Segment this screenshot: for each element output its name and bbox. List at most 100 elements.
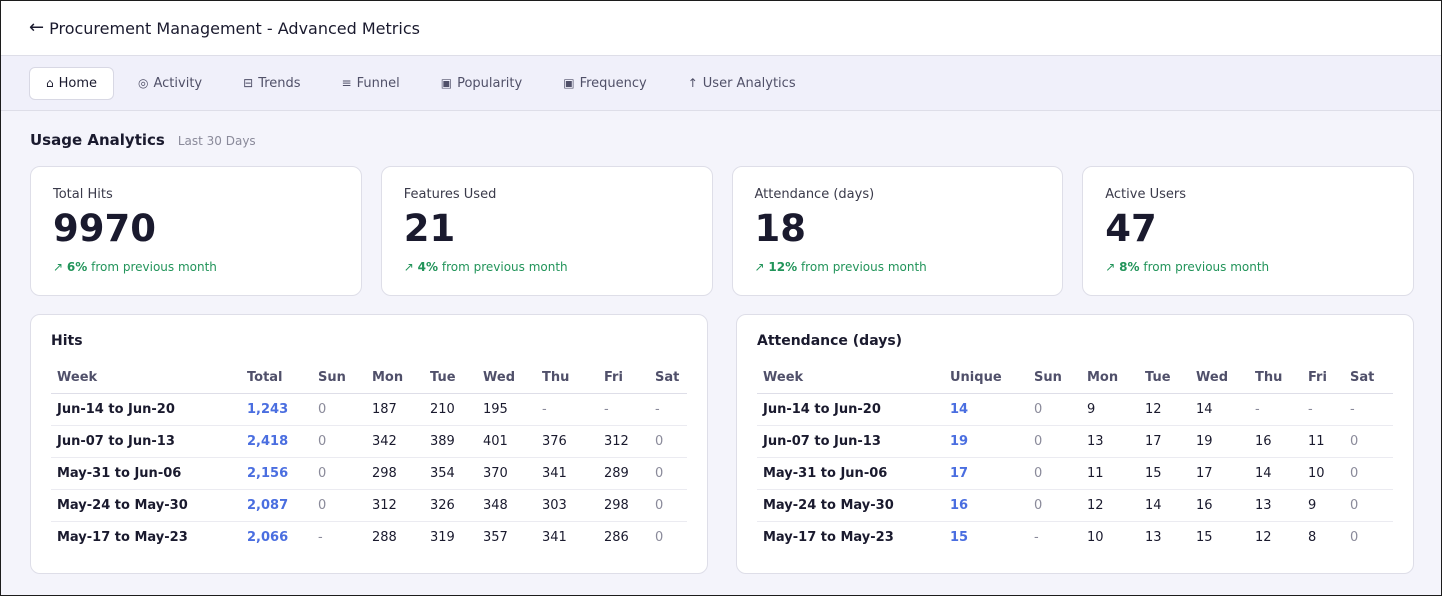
section-title: Usage Analytics: [30, 131, 165, 149]
day-cell: -: [318, 529, 323, 545]
section-header: Usage Analytics Last 30 Days: [30, 131, 256, 149]
week-cell: May-24 to May-30: [757, 489, 944, 522]
day-cell: 12: [1255, 529, 1272, 545]
kpi-change-suffix: from previous month: [800, 260, 927, 274]
attendance-table: Week Unique Sun Mon Tue Wed Thu Fri Sat Jun-14 t…: [757, 362, 1393, 553]
day-cell: 341: [542, 529, 567, 545]
column-header: Sun: [312, 362, 366, 394]
day-cell: 0: [1028, 489, 1081, 522]
day-cell: 10: [1087, 529, 1104, 545]
day-cell: 0: [1028, 457, 1081, 490]
day-cell: 0: [1028, 425, 1081, 458]
tab-user-analytics[interactable]: ↑ User Analytics: [671, 67, 813, 100]
back-arrow-icon[interactable]: ←: [29, 17, 45, 38]
trends-icon: ⊟: [243, 76, 254, 90]
column-header: Sun: [1028, 362, 1081, 394]
trend-up-icon: ↗: [53, 260, 64, 274]
day-cell: 389: [424, 425, 477, 458]
day-cell: 303: [536, 489, 598, 522]
day-cell: -: [1034, 529, 1039, 545]
day-cell: 0: [312, 393, 366, 426]
day-cell: 342: [366, 425, 424, 458]
day-cell: 298: [366, 457, 424, 490]
table-row: May-17 to May-23 15 - 10 13 15 12 8 0: [757, 521, 1393, 553]
day-cell: 0: [1344, 489, 1393, 522]
table-header-row: Week Total Sun Mon Tue Wed Thu Fri Sat: [51, 362, 687, 394]
column-header: Total: [241, 362, 312, 394]
kpi-change-suffix: from previous month: [91, 260, 217, 274]
column-header: Sat: [1344, 362, 1393, 394]
day-cell: 10: [1302, 457, 1344, 490]
day-cell: 17: [1139, 425, 1190, 458]
total-cell: 15: [950, 529, 969, 545]
tab-label: Activity: [153, 75, 203, 91]
day-cell: 326: [424, 489, 477, 522]
table-row: May-24 to May-30 2,087 0 312 326 348 303 298 0: [51, 489, 687, 522]
table-row: May-31 to Jun-06 2,156 0 298 354 370 341 289 0: [51, 457, 687, 490]
tab-trends[interactable]: ⊟ Trends: [226, 67, 317, 100]
column-header: Fri: [598, 362, 649, 394]
tab-popularity[interactable]: ▣ Popularity: [424, 67, 540, 100]
week-cell: Jun-14 to Jun-20: [757, 393, 944, 426]
tab-activity[interactable]: ◎ Activity: [121, 67, 219, 100]
day-cell: 210: [424, 393, 477, 426]
kpi-change-suffix: from previous month: [441, 260, 568, 274]
day-cell: 13: [1145, 529, 1162, 545]
day-cell: 312: [366, 489, 424, 522]
column-header: Tue: [424, 362, 477, 394]
day-cell: 11: [1081, 457, 1139, 490]
day-cell: 12: [1139, 393, 1190, 426]
column-header: Thu: [536, 362, 598, 394]
tab-label: Popularity: [457, 75, 523, 91]
day-cell: -: [1344, 393, 1393, 426]
day-cell: 312: [598, 425, 649, 458]
page-title: Procurement Management - Advanced Metric…: [49, 18, 420, 38]
funnel-icon: ≡: [341, 76, 352, 90]
kpi-change: ↗ 12% from previous month: [755, 260, 1041, 274]
day-cell: 0: [1344, 425, 1393, 458]
kpi-card-attendance: Attendance (days) 18 ↗ 12% from previous…: [731, 166, 1064, 296]
table-row: Jun-14 to Jun-20 1,243 0 187 210 195- - -: [51, 393, 687, 426]
week-cell: May-17 to May-23: [57, 529, 188, 545]
tab-bar: ⌂ Home ◎ Activity ⊟ Trends ≡ Funnel ▣ Po…: [1, 56, 1441, 111]
total-cell: 17: [944, 457, 1028, 490]
day-cell: 348: [477, 489, 536, 522]
table-row: Jun-07 to Jun-13 19 0 13 17 19 16 11 0: [757, 425, 1393, 458]
column-header: Week: [757, 362, 944, 394]
column-header: Tue: [1139, 362, 1190, 394]
day-cell: 0: [655, 529, 664, 545]
attendance-panel: Attendance (days) Week Unique Sun Mon Tue Wed…: [736, 314, 1414, 574]
column-header: Thu: [1249, 362, 1302, 394]
total-cell: 2,087: [241, 489, 312, 522]
day-cell: 370: [477, 457, 536, 490]
week-cell: May-24 to May-30: [51, 489, 241, 522]
day-cell: 0: [649, 457, 687, 490]
day-cell: -: [598, 393, 649, 426]
activity-icon: ◎: [138, 76, 149, 90]
day-cell: 9: [1081, 393, 1139, 426]
day-cell: 195: [477, 393, 536, 426]
week-cell: May-17 to May-23: [763, 529, 894, 545]
app-header: ← Procurement Management - Advanced Metr…: [1, 1, 1441, 56]
total-cell: 2,156: [241, 457, 312, 490]
column-header: Fri: [1302, 362, 1344, 394]
column-header: Wed: [1190, 362, 1249, 394]
day-cell: 187: [366, 393, 424, 426]
day-cell: 14: [1139, 489, 1190, 522]
column-header: Mon: [1081, 362, 1139, 394]
week-cell: Jun-07 to Jun-13: [51, 425, 241, 458]
day-cell: 286: [604, 529, 629, 545]
day-cell: 13: [1081, 425, 1139, 458]
kpi-cards: Total Hits 9970 ↗ 6% from previous month…: [30, 166, 1414, 296]
day-cell: 15: [1196, 529, 1213, 545]
home-icon: ⌂: [46, 76, 54, 90]
tab-frequency[interactable]: ▣ Frequency: [546, 67, 664, 100]
trend-up-icon: ↗: [1105, 260, 1116, 274]
day-cell: -: [536, 393, 598, 426]
tab-home[interactable]: ⌂ Home: [29, 66, 115, 100]
tab-funnel[interactable]: ≡ Funnel: [325, 67, 417, 100]
column-header: Mon: [366, 362, 424, 394]
table-row: Jun-07 to Jun-13 2,418 0 342 389 401 376 312 0: [51, 425, 687, 458]
kpi-change-percent: 12%: [768, 260, 798, 274]
kpi-label: Features Used: [403, 187, 497, 202]
